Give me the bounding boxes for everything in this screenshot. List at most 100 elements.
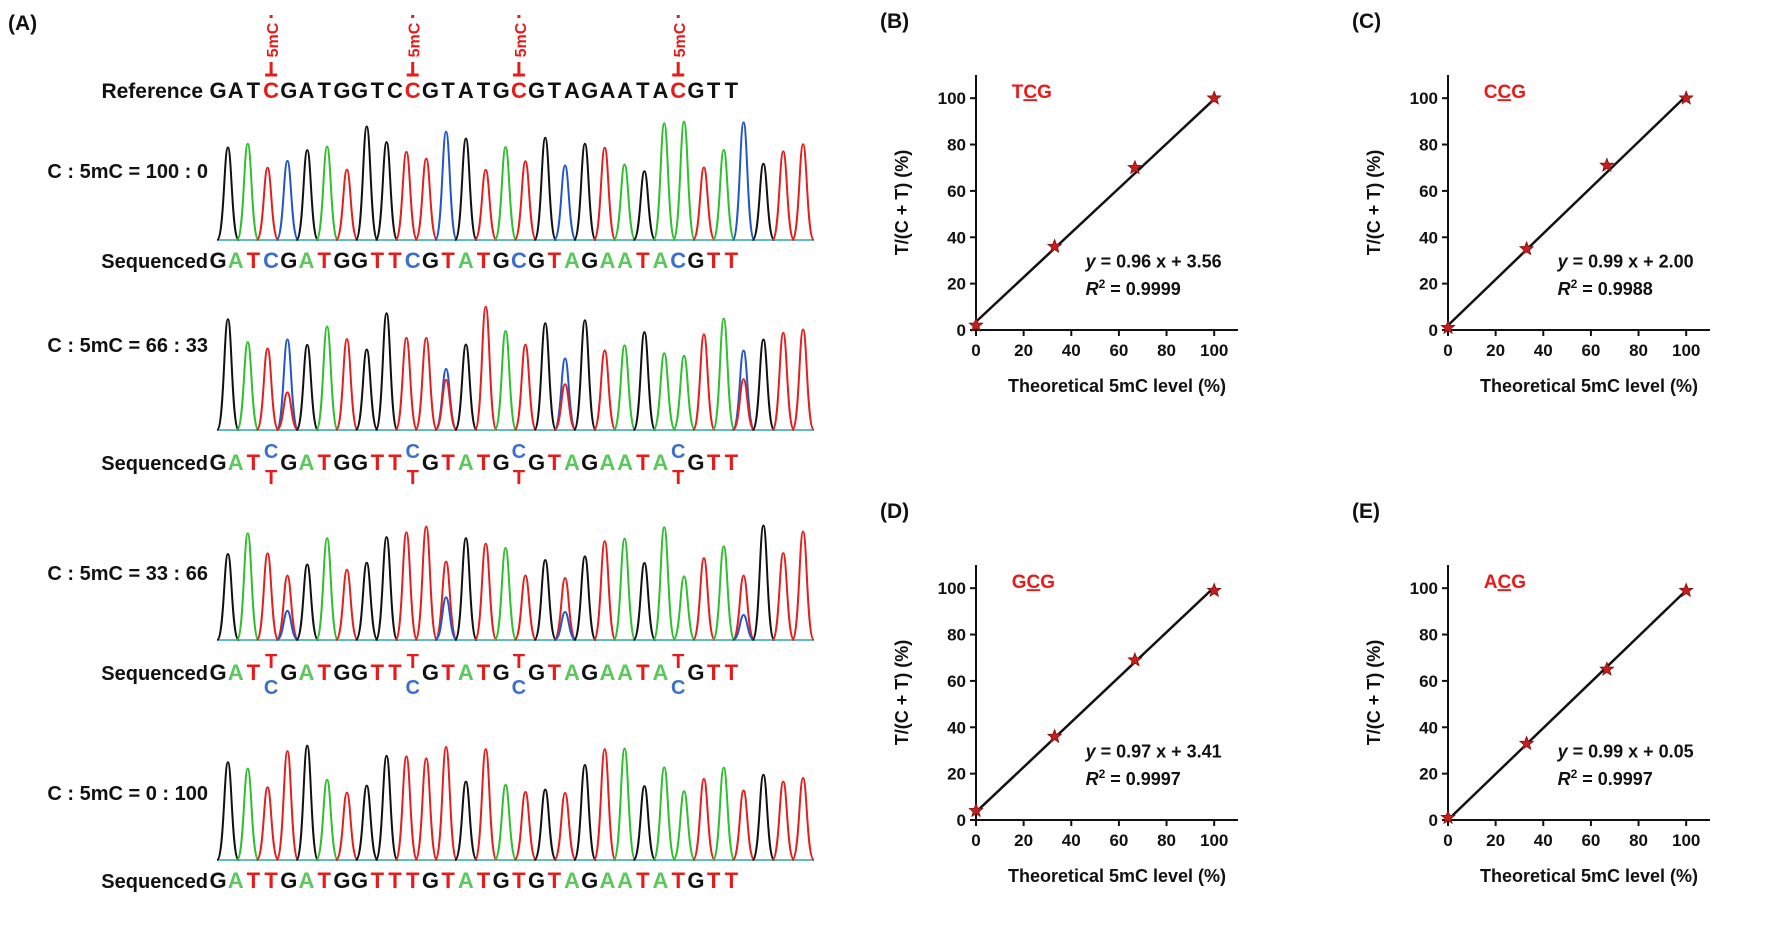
regression-line <box>975 98 1216 323</box>
chromatogram-peak <box>751 773 776 861</box>
sequenced-base: G <box>351 868 368 893</box>
chromatogram-peak <box>771 150 796 241</box>
sequenced-base: T <box>512 868 526 893</box>
sequenced-base-lower: T <box>672 467 684 489</box>
chromatogram-peak <box>632 561 657 641</box>
sequenced-base: T <box>548 450 562 475</box>
sequenced-base: G <box>581 248 598 273</box>
methyl-marker-label: 5mC <box>265 22 282 57</box>
context-annotation: TCG <box>1012 82 1052 103</box>
chromatogram-peak <box>573 763 597 861</box>
x-tick-label: 80 <box>1629 831 1648 850</box>
reference-base: G <box>333 78 350 103</box>
chromatogram-peak <box>434 378 458 431</box>
sequenced-base: T <box>636 248 650 273</box>
sequenced-base: G <box>280 248 297 273</box>
panel-label: (C) <box>1352 10 1381 33</box>
chromatogram-peak <box>731 349 756 431</box>
chart-panel-d: (D) 0 20 40 60 80 100 0 20 40 60 80 100 Theoretical 5… <box>880 500 1238 886</box>
r-squared: R2 = 0.9999 <box>1086 277 1181 299</box>
sequenced-base: A <box>228 868 244 893</box>
y-tick-label: 80 <box>1419 136 1438 155</box>
chromatogram-peak <box>235 767 260 861</box>
sequenced-base: A <box>653 450 669 475</box>
chromatogram-peak <box>513 160 538 241</box>
sequenced-base: A <box>617 450 633 475</box>
chromatogram-peak <box>335 168 359 241</box>
chromatogram-peak <box>493 146 518 241</box>
chromatogram-peak <box>275 159 300 241</box>
data-point <box>1599 661 1615 676</box>
sequenced-base: T <box>388 248 402 273</box>
y-tick-label: 80 <box>1419 626 1438 645</box>
chromatogram-peak <box>216 318 240 431</box>
sequenced-base: A <box>617 660 633 685</box>
context-annotation: GCG <box>1012 572 1055 593</box>
chromatogram-peak <box>652 526 677 641</box>
sequenced-base-upper: C <box>512 441 526 463</box>
sequenced-base: G <box>493 660 510 685</box>
sequenced-base-lower: C <box>405 677 419 699</box>
x-tick-label: 80 <box>1157 341 1176 360</box>
regression-line <box>1447 94 1688 327</box>
sequenced-base: G <box>209 450 226 475</box>
sequenced-base: A <box>458 450 474 475</box>
chromatogram-peak <box>434 130 458 241</box>
sequenced-base: G <box>351 248 368 273</box>
sequenced-base: T <box>636 660 650 685</box>
sequenced-base-lower: C <box>512 677 526 699</box>
methyl-marker-bg <box>403 18 422 62</box>
reference-base: C <box>511 78 527 103</box>
sequenced-base: T <box>371 660 385 685</box>
chromatogram-peak <box>672 354 696 431</box>
chromatogram-peak <box>315 537 339 641</box>
data-point <box>1127 651 1143 667</box>
chromatogram-peak <box>473 542 498 641</box>
data-point <box>1440 809 1456 825</box>
sequenced-base: A <box>458 660 474 685</box>
chromatogram-peak <box>335 791 359 861</box>
x-tick-label: 40 <box>1062 831 1081 850</box>
chromatogram-peak <box>612 163 637 241</box>
sequenced-base: G <box>422 248 439 273</box>
y-axis-label: T/(C + T) (%) <box>1364 150 1384 256</box>
chromatogram-peak <box>533 788 558 861</box>
sequenced-base: G <box>351 450 368 475</box>
x-tick-label: 0 <box>971 341 980 360</box>
chromatogram-peak <box>632 170 657 241</box>
chromatogram-peak <box>553 383 577 431</box>
chromatogram-peak <box>533 136 558 241</box>
sequenced-base: A <box>299 450 315 475</box>
panel-a-sequencing: (A)Reference G A T C G A T G G T C C G T A T G C G T A G A A T A C G… <box>8 12 815 893</box>
y-tick-label: 60 <box>1419 672 1438 691</box>
sequenced-base: G <box>333 248 350 273</box>
chromatogram-trace <box>216 524 815 641</box>
chromatogram-peak <box>791 530 815 641</box>
sequenced-label: Sequenced <box>101 663 208 685</box>
chromatogram-peak <box>672 790 696 861</box>
chromatogram-peak <box>652 122 677 241</box>
sequenced-base: T <box>548 248 562 273</box>
sequenced-base: T <box>441 248 455 273</box>
y-axis-label: T/(C + T) (%) <box>892 640 912 746</box>
sequenced-base: G <box>333 868 350 893</box>
y-tick-label: 60 <box>947 672 966 691</box>
reference-base: G <box>280 78 297 103</box>
x-tick-label: 80 <box>1157 831 1176 850</box>
y-tick-label: 100 <box>938 579 966 598</box>
sequenced-base-lower: T <box>265 467 277 489</box>
chromatogram-peak <box>454 137 478 241</box>
y-axis-label: T/(C + T) (%) <box>892 150 912 256</box>
sequenced-base: T <box>264 868 278 893</box>
sequenced-base: T <box>671 868 685 893</box>
chromatogram-peak <box>652 352 677 431</box>
sequenced-base: T <box>317 868 331 893</box>
data-point <box>1046 728 1063 744</box>
sequenced-base: G <box>493 248 510 273</box>
y-tick-label: 20 <box>1419 765 1438 784</box>
sequenced-base: G <box>493 450 510 475</box>
chromatogram-peak <box>771 780 796 861</box>
data-point <box>1127 159 1143 175</box>
reference-base: T <box>707 78 721 103</box>
data-point <box>1206 90 1222 105</box>
